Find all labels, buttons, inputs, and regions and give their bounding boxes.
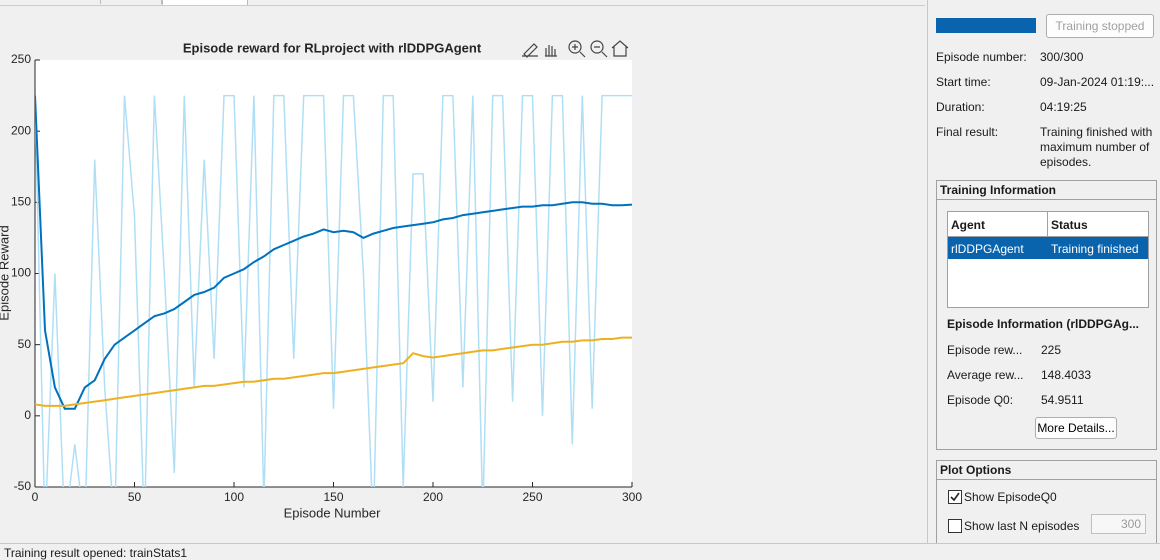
- checkbox-label: Show last N episodes: [964, 519, 1080, 533]
- home-icon[interactable]: [611, 40, 629, 57]
- progress-bar: [936, 18, 1036, 33]
- info-label: Start time:: [936, 75, 991, 89]
- info-value: 225: [1041, 343, 1062, 357]
- checkbox-label: Show EpisodeQ0: [964, 490, 1057, 504]
- info-label: Average rew...: [947, 368, 1024, 382]
- info-value: Training finished with maximum number of…: [1040, 125, 1153, 169]
- zoom-in-icon[interactable]: [568, 40, 582, 54]
- more-details-button[interactable]: More Details...: [1035, 417, 1117, 439]
- pan-icon[interactable]: [545, 45, 557, 57]
- info-label: Episode number:: [936, 50, 1027, 64]
- info-value: 04:19:25: [1040, 100, 1087, 114]
- training-info-panel: Training Information Agent Status rlDDPG…: [936, 180, 1157, 450]
- section-title: Episode Information (rlDDPGAg...: [947, 317, 1140, 331]
- axes-toolbar[interactable]: [522, 40, 629, 58]
- y-tick-label: 250: [11, 52, 31, 66]
- chart: Episode reward for RLproject with rlDDPG…: [0, 40, 642, 520]
- plot-area: [35, 60, 632, 487]
- x-tick-label: 300: [622, 490, 642, 504]
- x-tick-label: 50: [128, 490, 142, 504]
- agent-table: Agent Status rlDDPGAgent Training finish…: [947, 211, 1149, 308]
- panel-title: Training Information: [940, 183, 1056, 197]
- brush-icon[interactable]: [522, 43, 538, 58]
- info-label: Final result:: [936, 125, 999, 139]
- plot-options-panel: Plot Options Show EpisodeQ0 Show last N e…: [936, 460, 1157, 545]
- x-tick-label: 100: [224, 490, 244, 504]
- y-tick-label: 200: [11, 123, 31, 137]
- y-tick-label: 150: [11, 195, 31, 209]
- divider: [927, 0, 928, 543]
- info-value: 300/300: [1040, 50, 1084, 64]
- status-bar: Training result opened: trainStats1: [0, 543, 1160, 560]
- x-tick-label: 200: [423, 490, 443, 504]
- info-label: Episode Q0:: [947, 393, 1014, 407]
- x-tick-label: 150: [323, 490, 343, 504]
- table-cell: Training finished: [1051, 242, 1139, 256]
- x-tick-label: 250: [522, 490, 542, 504]
- checkbox[interactable]: [948, 519, 962, 533]
- table-row[interactable]: [948, 237, 1148, 259]
- stop-button[interactable]: Training stopped: [1046, 14, 1154, 38]
- zoom-out-icon[interactable]: [590, 40, 604, 54]
- x-axis-label: Episode Number: [284, 505, 381, 520]
- info-label: Episode rew...: [947, 343, 1023, 357]
- info-value: 54.9511: [1041, 393, 1084, 407]
- panel-title: Plot Options: [940, 463, 1012, 477]
- table-cell: rlDDPGAgent: [951, 242, 1024, 256]
- tab[interactable]: [100, 0, 162, 4]
- checkbox[interactable]: [948, 490, 962, 504]
- y-tick-label: 100: [11, 266, 31, 280]
- status-text: Training result opened: trainStats1: [4, 546, 187, 560]
- tab-strip: [0, 0, 925, 6]
- chart-title: Episode reward for RLproject with rlDDPG…: [183, 40, 482, 55]
- x-tick-label: 0: [32, 490, 39, 504]
- series-line: [35, 94, 632, 487]
- y-axis-label: Episode Reward: [0, 225, 11, 320]
- y-tick-label: -50: [14, 479, 32, 493]
- info-value: 148.4033: [1041, 368, 1092, 382]
- y-tick-label: 50: [18, 337, 32, 351]
- info-label: Duration:: [936, 100, 985, 114]
- series-line: [35, 336, 632, 407]
- tab-active[interactable]: [162, 0, 248, 5]
- table-header: Status: [1051, 218, 1088, 232]
- table-header: Agent: [951, 218, 985, 232]
- checkmark: [950, 492, 960, 502]
- y-tick-label: 0: [24, 408, 31, 422]
- number-input[interactable]: 300: [1091, 514, 1146, 534]
- series-line: [35, 95, 632, 410]
- info-value: 09-Jan-2024 01:19:...: [1040, 75, 1155, 89]
- separator: [937, 199, 1156, 200]
